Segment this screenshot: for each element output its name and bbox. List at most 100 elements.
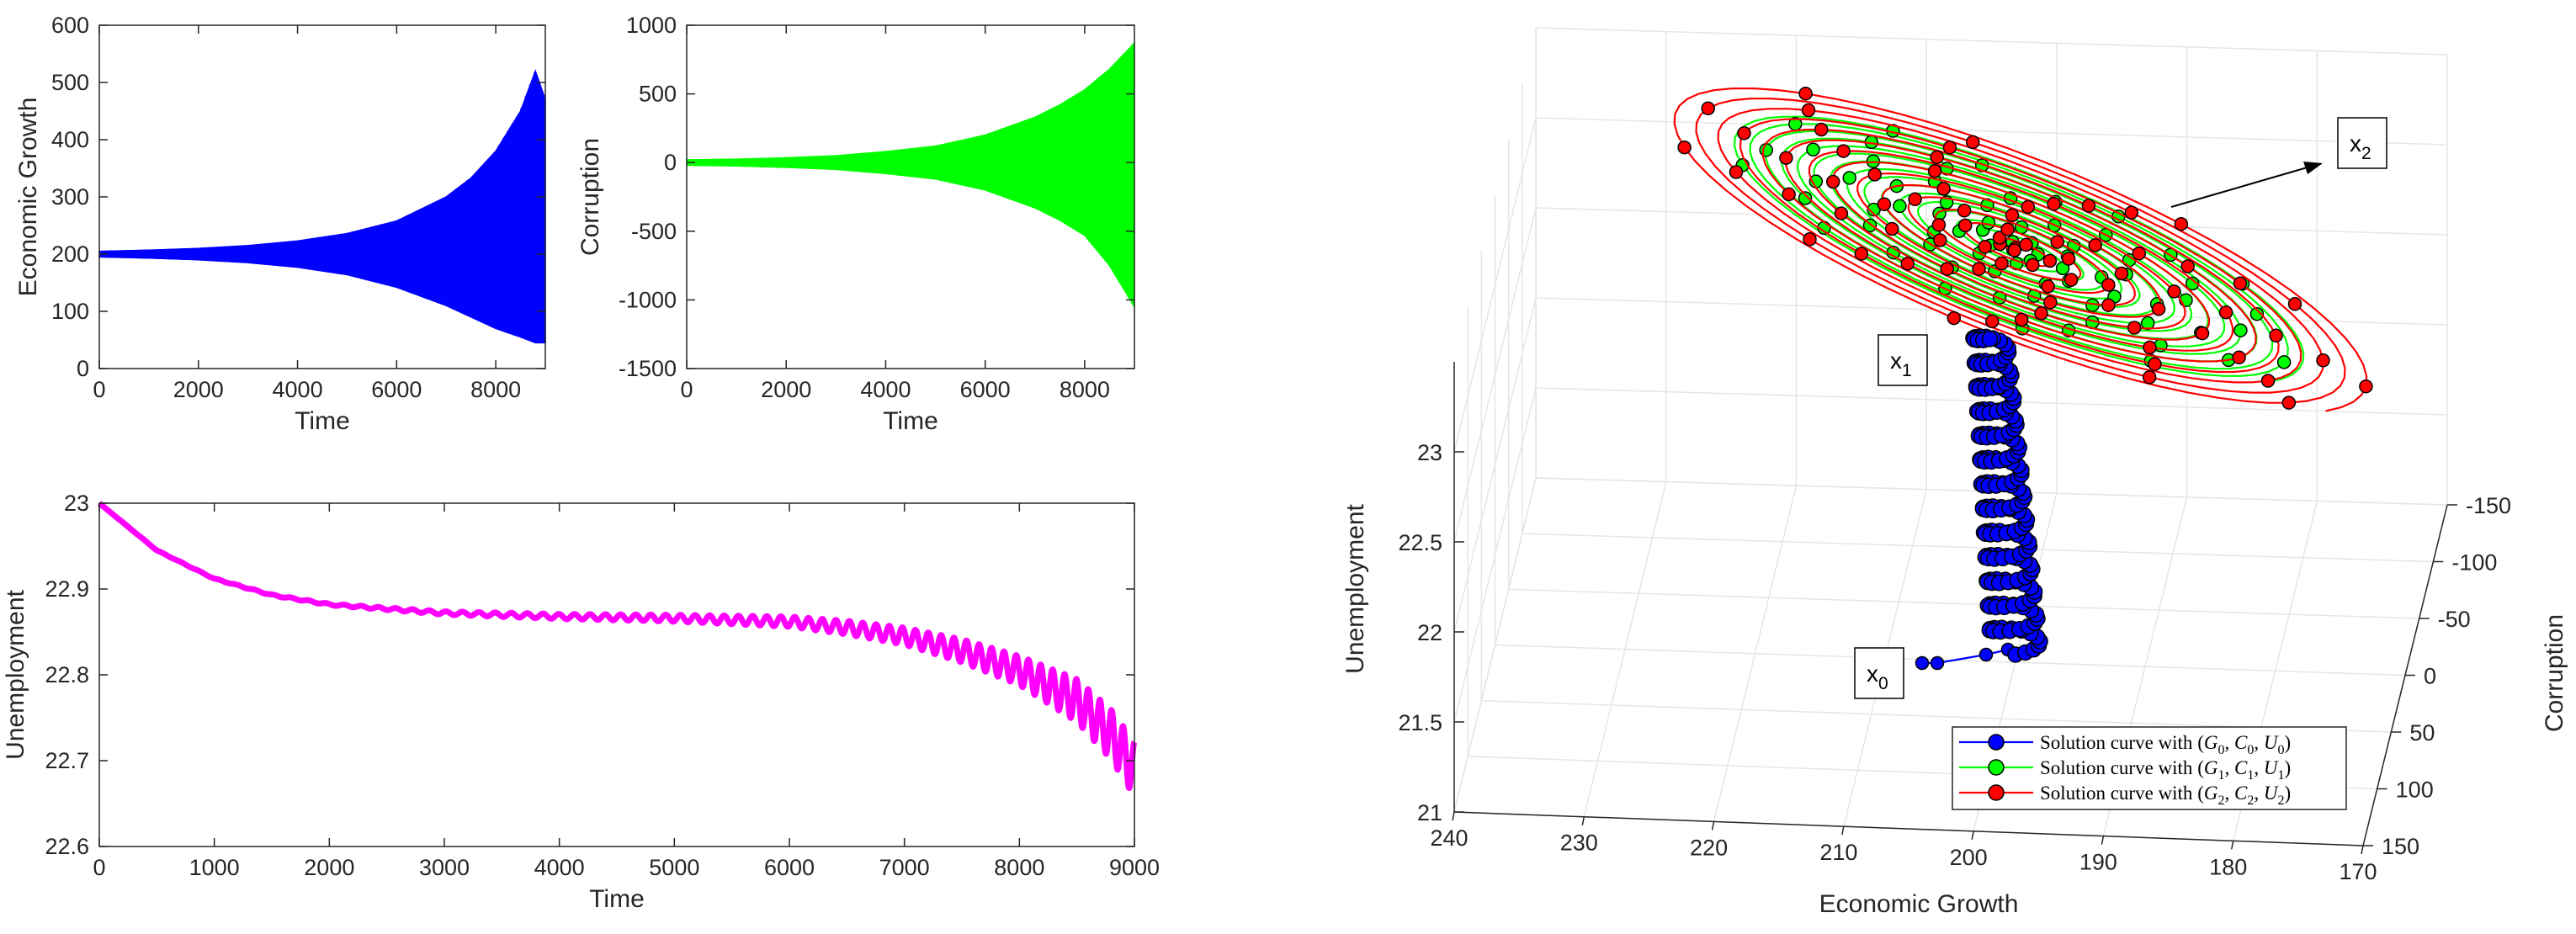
z-tick-label: 23 — [1417, 440, 1442, 465]
curve-2-marker — [1992, 231, 2007, 245]
legend-math: C — [2234, 757, 2248, 778]
curve-1-marker — [1893, 199, 1907, 214]
y-tick-label: 50 — [2409, 720, 2435, 746]
legend-label: Solution curve with (G1, C1, U1) — [2040, 757, 2291, 783]
curve-2-marker — [1985, 314, 2000, 329]
legend-item: Solution curve with (G0, C0, U0) — [1959, 732, 2291, 757]
x-tick-label: 220 — [1690, 835, 1728, 860]
legend-marker — [1988, 784, 2005, 801]
x-tick-label: 9000 — [1109, 855, 1160, 880]
x-tick-label: 8000 — [1060, 377, 1110, 402]
x-tick-label: 170 — [2339, 859, 2377, 884]
curve-2-marker — [2174, 216, 2189, 231]
x-tick-label: 2000 — [761, 377, 811, 402]
legend-math: G — [2204, 783, 2218, 804]
annotation-box — [1854, 647, 1904, 699]
y-tick-label: 1000 — [626, 13, 677, 38]
annotation-arrowhead — [2303, 162, 2323, 174]
curve-2-marker — [2101, 298, 2116, 312]
curve-2-marker — [2151, 301, 2166, 316]
plot-area — [686, 41, 1135, 310]
legend-math: 1 — [2247, 768, 2254, 783]
curve-2-marker — [1877, 197, 1892, 211]
legend-math: 2 — [2277, 793, 2284, 808]
curve-2-marker — [2127, 321, 2142, 335]
economic-growth-chart: 0 2000 4000 6000 8000 0 100 200 300 400 500 600 Time… — [14, 13, 546, 435]
curve-1-marker — [2276, 355, 2292, 369]
curve-1-marker — [1806, 142, 1820, 157]
x-tick-label: 200 — [1950, 845, 1988, 870]
x-tick — [2101, 836, 2105, 845]
curve-2-marker — [1779, 151, 1793, 165]
y-axis-title: Corruption — [576, 138, 604, 256]
legend-math: G — [2204, 732, 2218, 753]
curve-2-marker — [1836, 144, 1851, 158]
legend-math: U — [2264, 783, 2279, 804]
curve-2-marker — [2101, 278, 2116, 292]
annotation-base: x — [2350, 130, 2361, 157]
series-band — [686, 41, 1135, 310]
curve-2-marker — [1803, 232, 1817, 247]
y-tick-label: 500 — [639, 82, 677, 107]
annotation-base: x — [1890, 348, 1902, 374]
curve-2-marker — [1801, 103, 1816, 118]
curve-2-marker — [2269, 328, 2283, 343]
unemployment-chart: 0 1000 2000 3000 4000 5000 6000 7000 8000 9000 22.… — [2, 491, 1160, 913]
legend-math: U — [2264, 732, 2279, 753]
curve-1-marker — [2140, 316, 2155, 331]
legend-item: Solution curve with (G1, C1, U1) — [1959, 757, 2291, 783]
gridline — [1453, 297, 1537, 633]
y-tick-label: 150 — [2382, 834, 2419, 859]
curve-1-marker — [2233, 323, 2248, 337]
curve-2-marker — [1701, 101, 1715, 116]
curve-2-marker — [2081, 199, 2096, 213]
curve-0-marker — [1930, 655, 1945, 671]
x-tick-label: 210 — [1819, 840, 1857, 865]
z-tick-label: 22.5 — [1398, 530, 1442, 555]
curve-0-tail — [1922, 648, 2009, 665]
curve-2-marker — [2005, 208, 2020, 223]
curve-2-marker — [2316, 353, 2330, 368]
x-tick-label: 7000 — [879, 855, 930, 880]
curve-2-marker — [1933, 233, 1947, 247]
curve-2-marker — [1965, 135, 1980, 150]
legend-math: ) — [2284, 732, 2291, 753]
gridline — [1453, 207, 1537, 543]
x-tick-label: 240 — [1430, 825, 1468, 851]
curve-2 — [1673, 86, 2373, 412]
curve-2-marker — [2061, 252, 2076, 266]
legend-math: ( — [2197, 732, 2204, 753]
y-tick-label: -150 — [2466, 493, 2511, 518]
curve-1-marker — [2249, 306, 2265, 321]
x-tick-label: 2000 — [173, 377, 224, 402]
x-tick-label: 3000 — [419, 855, 470, 880]
y-tick-label: 400 — [51, 127, 89, 152]
legend-math: G — [2204, 757, 2218, 778]
x-tick-label: 180 — [2209, 854, 2247, 879]
curve-2-marker — [1737, 126, 1751, 141]
legend-prefix: Solution curve with — [2040, 732, 2197, 753]
y-axis-title: Unemployment — [2, 589, 29, 759]
curve-2-line — [1673, 88, 2368, 412]
x-tick-label: 8000 — [470, 377, 521, 402]
curve-2-marker — [2281, 395, 2297, 410]
annotation-box — [2337, 117, 2387, 169]
curve-2-marker — [2260, 374, 2276, 388]
annotation-label: x1 — [1890, 348, 1912, 380]
annotation-arrow — [2170, 164, 2317, 208]
y-tick-label: 500 — [51, 70, 89, 95]
y-tick-label: 100 — [51, 299, 89, 324]
y-tick-label: 0 — [664, 150, 677, 175]
y-tick-label: -500 — [631, 219, 677, 244]
curve-2-marker — [1782, 187, 1796, 202]
legend-math: ) — [2284, 757, 2291, 778]
legend-prefix: Solution curve with — [2040, 757, 2197, 778]
legend-math: 0 — [2217, 743, 2224, 757]
x-tick — [1711, 821, 1715, 831]
curve-0-marker — [1981, 331, 1999, 348]
legend-math: 2 — [2217, 793, 2224, 808]
curve-2-marker — [2142, 370, 2157, 385]
x-tick-label: 6000 — [960, 377, 1011, 402]
annotation-x1: x1 — [1878, 334, 1928, 386]
curve-2-marker — [1814, 122, 1829, 137]
